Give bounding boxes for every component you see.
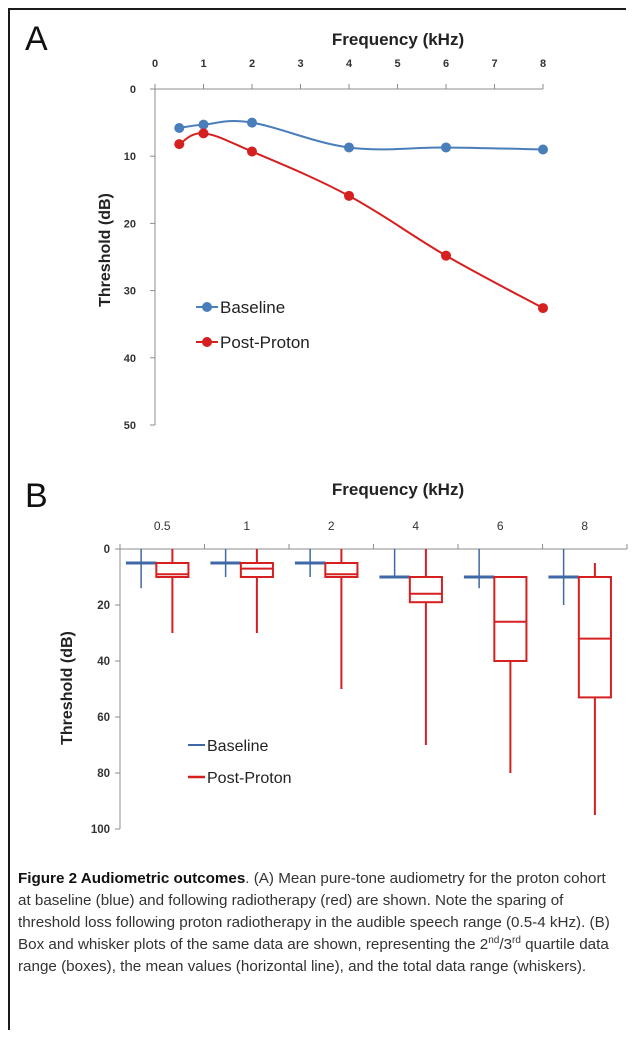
b-post-box xyxy=(408,576,443,604)
panel-b-chart: Frequency (kHz) 0 20 40 60 80 100 0.5 1 2 4 6 8 Thr… xyxy=(59,480,628,836)
a-baseline-point xyxy=(441,142,451,153)
a-x-tick-label: 3 xyxy=(297,58,303,70)
b-post-box xyxy=(239,562,274,578)
a-post-point xyxy=(247,146,257,157)
panel-a-letter: A xyxy=(25,20,48,58)
a-x-tick-label: 7 xyxy=(491,58,497,70)
a-x-tick-label: 4 xyxy=(346,58,353,70)
figure-caption: Figure 2 Audiometric outcomes. (A) Mean … xyxy=(18,868,622,978)
a-y-tick-label: 40 xyxy=(124,353,136,365)
b-x-tick-label: 8 xyxy=(581,519,588,533)
legend-baseline-label: Baseline xyxy=(220,298,285,317)
frame-top-line xyxy=(8,8,626,10)
b-y-tick-label: 40 xyxy=(97,656,110,668)
frame-left-line xyxy=(8,8,10,1030)
b-y-tick-label: 80 xyxy=(97,768,110,780)
b-x-tick-label: 1 xyxy=(243,519,250,533)
panel-b-letter: B xyxy=(25,477,48,515)
b-x-tick-label: 4 xyxy=(412,519,419,533)
caption-sup-rd: rd xyxy=(512,934,521,946)
a-y-tick-label: 0 xyxy=(130,84,136,96)
a-x-tick-label: 1 xyxy=(200,58,206,70)
a-y-tick-label: 10 xyxy=(124,151,136,163)
a-y-tick-label: 20 xyxy=(124,218,136,230)
a-x-tick-label: 2 xyxy=(249,58,255,70)
b-post-box xyxy=(577,576,612,699)
a-y-tick-label: 30 xyxy=(124,286,136,298)
caption-text-2: quartile data range (boxes), the mean va… xyxy=(18,936,609,975)
a-post-line xyxy=(178,132,544,309)
b-y-tick-label: 0 xyxy=(104,544,110,556)
b-x-tick-label: 2 xyxy=(328,519,335,533)
caption-title: Figure 2 Audiometric outcomes xyxy=(18,870,246,887)
a-baseline-point xyxy=(344,142,354,153)
a-post-point xyxy=(538,303,548,314)
panel-b-title: Frequency (kHz) xyxy=(332,480,464,499)
legend-baseline-marker xyxy=(202,302,212,312)
legend-b-baseline-label: Baseline xyxy=(207,738,268,755)
b-x-tick-label: 0.5 xyxy=(154,519,171,533)
a-post-point xyxy=(174,139,185,150)
panel-a-y-label: Threshold (dB) xyxy=(97,193,114,307)
legend-post-label: Post-Proton xyxy=(220,333,310,352)
a-x-tick-label: 5 xyxy=(394,58,400,70)
legend-b-post-label: Post-Proton xyxy=(207,770,291,787)
caption-mid: /3 xyxy=(499,936,513,953)
a-post-point xyxy=(344,190,354,201)
panel-a-chart: Frequency (kHz) 0 1 2 3 4 5 6 7 8 0 10 20 30 40 50 Thr… xyxy=(97,30,548,432)
a-x-tick-label: 0 xyxy=(152,58,158,70)
b-post-box xyxy=(493,576,528,662)
a-baseline-line xyxy=(179,120,544,151)
b-y-tick-label: 60 xyxy=(97,712,110,724)
a-baseline-point xyxy=(247,117,257,128)
b-x-tick-label: 6 xyxy=(497,519,504,533)
a-x-tick-label: 6 xyxy=(443,58,449,70)
a-post-point xyxy=(441,250,451,261)
panel-b-y-label: Threshold (dB) xyxy=(59,631,76,745)
a-baseline-point xyxy=(174,122,185,133)
caption-text-1: . (A) Mean pure-tone audiometry for the … xyxy=(18,870,610,953)
a-baseline-point xyxy=(198,119,209,130)
a-x-tick-label: 8 xyxy=(540,58,546,70)
caption-sup-nd: nd xyxy=(488,934,500,946)
legend-post-marker xyxy=(202,337,212,347)
a-y-tick-label: 50 xyxy=(124,420,136,432)
a-post-point xyxy=(198,128,209,139)
panel-a-title: Frequency (kHz) xyxy=(332,30,464,49)
b-y-tick-label: 100 xyxy=(91,824,110,836)
b-y-tick-label: 20 xyxy=(97,600,110,612)
a-baseline-point xyxy=(538,144,548,155)
